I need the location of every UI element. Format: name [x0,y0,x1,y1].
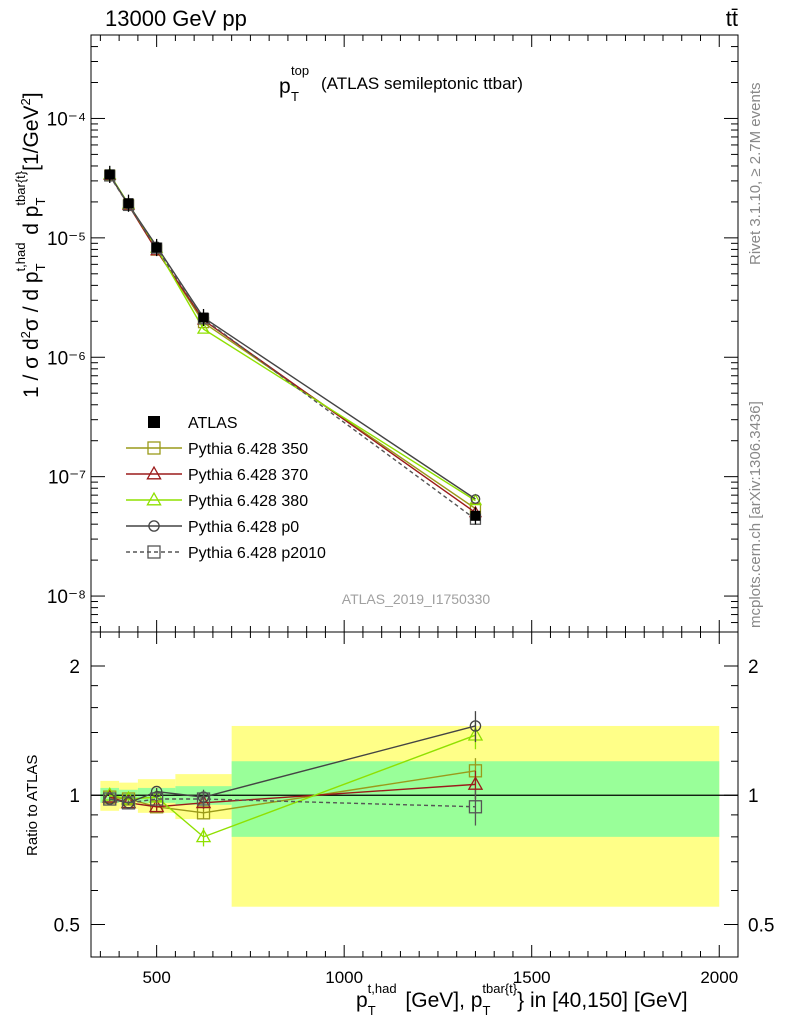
rivet-label: Rivet 3.1.10, ≥ 2.7M events [747,83,764,266]
legend-marker [148,520,160,532]
x-tick-label: 2000 [700,968,738,987]
ratio-marker [104,793,116,805]
series-line [109,174,476,510]
x-tick-label: 1000 [325,968,363,987]
series-marker [196,322,211,334]
ratio-tick-label-right: 0.5 [748,915,774,936]
ratio-tick-label-left: 2 [69,657,80,678]
title-sup: top [291,63,309,78]
y-tick-label: 10⁻⁸ [47,587,86,608]
axis-ticks: 500 1000 1500 2000 10⁻⁸ 10⁻⁷ 10⁻⁶ 10⁻⁵ 10⁻⁴ 0.5 0.… [47,34,774,987]
ratio-marker [195,828,212,843]
data-point [151,242,162,253]
ratio-tick-label-right: 2 [748,657,759,678]
data-point [104,169,115,180]
series-marker [470,494,481,504]
ratio-marker [121,796,136,810]
legend-label: Pythia 6.428 350 [188,441,308,458]
x-tick-label: 500 [142,968,170,987]
ratio-marker [467,776,484,790]
ratio-line [109,798,476,808]
legend-marker [146,491,162,506]
legend: ATLAS Pythia 6.428 350 Pythia 6.428 370 Pyt… [126,415,326,562]
series-marker [468,493,483,506]
header-left: 13000 GeV pp [105,6,247,31]
y-axis-label-top: 1 / σ d2σ / d pTt,had d pTtbar{t}[1/GeV2… [13,92,48,398]
legend-label: Pythia 6.428 p0 [188,519,299,536]
mcplots-label: mcplots.cern.ch [arXiv:1306.3436] [747,401,764,628]
ratio-tick-label-left: 0.5 [54,915,80,936]
main-series [103,165,483,525]
ratio-marker [148,798,165,813]
legend-marker [147,441,161,455]
x-tick-label: 1500 [513,968,551,987]
svg-text:1 / σ d2σ / d pTt,had d pTtbar: 1 / σ d2σ / d pTt,had d pTtbar{t}[1/GeV2… [13,92,48,398]
ratio-tick-label-right: 1 [748,786,759,807]
y-tick-label: 10⁻⁶ [47,348,86,369]
title-main: p [279,75,291,98]
y-tick-label: 10⁻⁵ [47,229,86,250]
data-point [123,198,134,209]
y-axis-label-ratio: Ratio to ATLAS [24,755,41,856]
ratio-series [102,711,484,847]
title-rest: (ATLAS semileptonic ttbar) [321,74,523,93]
legend-label: ATLAS [188,415,238,432]
header-right: tt̄ [726,6,738,31]
ratio-tick-label-left: 1 [69,786,80,807]
legend-label: Pythia 6.428 370 [188,467,308,484]
legend-marker [147,545,161,559]
y-tick-label: 10⁻⁴ [47,109,86,130]
data-point [470,510,481,521]
analysis-id: ATLAS_2019_I1750330 [342,591,491,607]
ratio-marker [468,800,483,814]
ratio-marker [149,792,164,806]
ratio-marker [103,792,117,806]
legend-label: Pythia 6.428 380 [188,493,308,510]
legend-marker [146,465,162,480]
ratio-bands [91,725,738,907]
ratio-marker [469,720,482,732]
ratio-marker [196,792,211,806]
title-sub: T [291,89,299,104]
main-panel-frame [90,34,739,633]
legend-marker-atlas [148,416,160,428]
ratio-panel-frame [90,631,739,958]
plot-title: p T top (ATLAS semileptonic ttbar) [279,63,523,104]
data-point [198,312,209,323]
legend-label: Pythia 6.428 p2010 [188,545,326,562]
y-tick-label: 10⁻⁷ [48,468,86,489]
